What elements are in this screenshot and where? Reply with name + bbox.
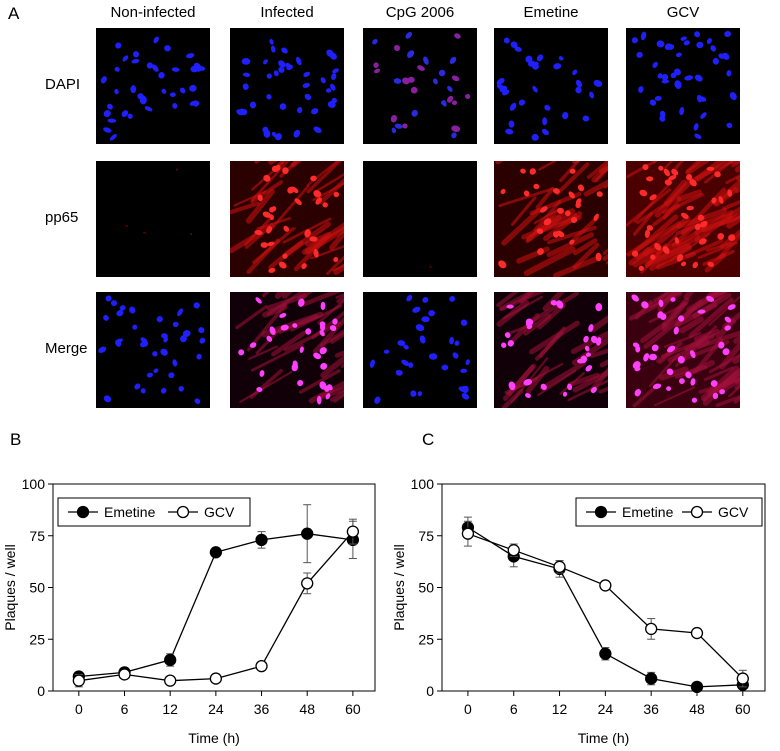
micrograph-cpg-2006-merge: [363, 292, 477, 408]
chart-b-point-gcv: [209, 672, 223, 685]
chart-c-x-tick-label: 36: [643, 701, 659, 717]
chart-c-legend-marker-gcv: [690, 505, 704, 519]
chart-b-x-tick-label: 12: [162, 701, 178, 717]
chart-b-x-tick-label: 24: [208, 701, 224, 717]
chart-c-point-emetine: [645, 672, 658, 685]
column-label-cpg-2006: CpG 2006: [385, 4, 455, 21]
panel-c-letter: C: [422, 430, 435, 449]
chart-panel-c: 0 25 50 75 100 0 6 12 24 36 48 60 Time (h) Plaques / …: [392, 476, 766, 746]
chart-c-x-tick-label: 12: [552, 701, 568, 717]
chart-c-y-tick-label: 100: [411, 476, 435, 492]
chart-b-x-tick-label: 36: [254, 701, 270, 717]
micrograph-emetine-merge: [494, 292, 608, 408]
chart-b-x-tick-label: 60: [345, 701, 361, 717]
column-label-emetine: Emetine: [523, 4, 579, 21]
chart-b-y-tick-label: 100: [22, 476, 46, 492]
micrograph-emetine-pp65: [494, 161, 608, 277]
chart-c-point-gcv: [461, 527, 475, 540]
chart-c-point-gcv: [507, 544, 520, 557]
column-label-infected: Infected: [260, 4, 314, 21]
chart-b-x-tick-label: 6: [121, 701, 129, 717]
chart-b-point-gcv: [118, 668, 131, 681]
chart-b-point-emetine: [164, 653, 177, 667]
chart-c-y-tick-label: 25: [418, 631, 434, 647]
chart-c-legend-label-gcv: GCV: [718, 504, 749, 520]
chart-b-legend-marker-emetine: [76, 505, 90, 519]
chart-c-legend-marker-emetine: [594, 505, 608, 519]
row-label-dapi: DAPI: [45, 76, 81, 93]
chart-b-point-emetine: [301, 527, 314, 540]
row-label-merge: Merge: [45, 340, 88, 357]
micrograph-gcv-dapi: [626, 28, 740, 144]
chart-c-point-emetine: [690, 680, 704, 694]
micrograph-infected-merge: [230, 292, 344, 408]
chart-c-x-tick-label: 48: [689, 701, 705, 717]
chart-c-y-tick-label: 75: [418, 528, 434, 544]
chart-c-y-tick-label: 0: [426, 683, 434, 699]
chart-b-point-gcv: [255, 660, 268, 673]
micrograph-cpg-2006-dapi: [363, 28, 477, 144]
chart-b-x-tick-label: 0: [75, 701, 83, 717]
column-label-non-infected: Non-infected: [110, 4, 196, 21]
chart-c-point-emetine: [599, 647, 612, 660]
micrograph-cpg-2006-pp65: [363, 161, 477, 277]
chart-c-x-tick-label: 60: [735, 701, 751, 717]
chart-c-x-axis-label: Time (h): [578, 730, 630, 746]
micrograph-gcv-pp65: [626, 161, 740, 277]
chart-b-point-gcv: [72, 674, 85, 687]
chart-b-point-emetine: [209, 546, 223, 559]
chart-b-legend-marker-gcv: [176, 505, 190, 519]
chart-b-point-gcv: [164, 674, 177, 687]
chart-b-y-tick-label: 75: [29, 528, 45, 544]
chart-b-x-axis-label: Time (h): [188, 730, 240, 746]
chart-b-y-tick-label: 0: [37, 683, 45, 699]
chart-b-y-tick-label: 50: [29, 580, 45, 596]
micrograph-gcv-merge: [626, 292, 740, 408]
chart-b-legend-label-gcv: GCV: [204, 504, 235, 520]
chart-c-point-gcv: [690, 626, 704, 640]
micrograph-non-infected-merge: [96, 292, 210, 408]
chart-b-point-gcv: [301, 577, 314, 590]
chart-c-point-gcv: [645, 622, 658, 636]
chart-c-x-tick-label: 6: [510, 701, 518, 717]
panel-b-letter: B: [10, 430, 22, 449]
chart-b-y-axis-label: Plaques / well: [2, 544, 18, 630]
chart-b-y-tick-label: 25: [29, 631, 45, 647]
chart-c-point-gcv: [553, 560, 566, 573]
row-label-pp65: pp65: [45, 209, 79, 226]
chart-b-point-gcv: [346, 525, 360, 538]
chart-c-legend-label-emetine: Emetine: [622, 504, 674, 520]
chart-c-y-tick-label: 50: [418, 580, 434, 596]
chart-panel-b: 0 25 50 75 100 0 6 12 24 36 48 60 Time (h) Plaques / …: [2, 476, 376, 746]
chart-c-y-axis-label: Plaques / well: [392, 544, 407, 630]
chart-c-point-gcv: [736, 672, 749, 685]
chart-c-x-tick-label: 24: [598, 701, 614, 717]
panel-a-letter: A: [8, 4, 20, 23]
micrograph-infected-pp65: [230, 161, 344, 277]
chart-c-x-tick-label: 0: [464, 701, 472, 717]
micrograph-infected-dapi: [230, 28, 344, 144]
column-label-gcv: GCV: [666, 4, 700, 21]
micrograph-non-infected-dapi: [96, 28, 210, 144]
micrograph-non-infected-pp65: [96, 161, 210, 277]
chart-b-x-tick-label: 48: [299, 701, 315, 717]
micrograph-emetine-dapi: [494, 28, 608, 144]
chart-c-point-gcv: [599, 579, 612, 592]
chart-b-legend-label-emetine: Emetine: [104, 504, 156, 520]
chart-b-point-emetine: [255, 533, 268, 547]
